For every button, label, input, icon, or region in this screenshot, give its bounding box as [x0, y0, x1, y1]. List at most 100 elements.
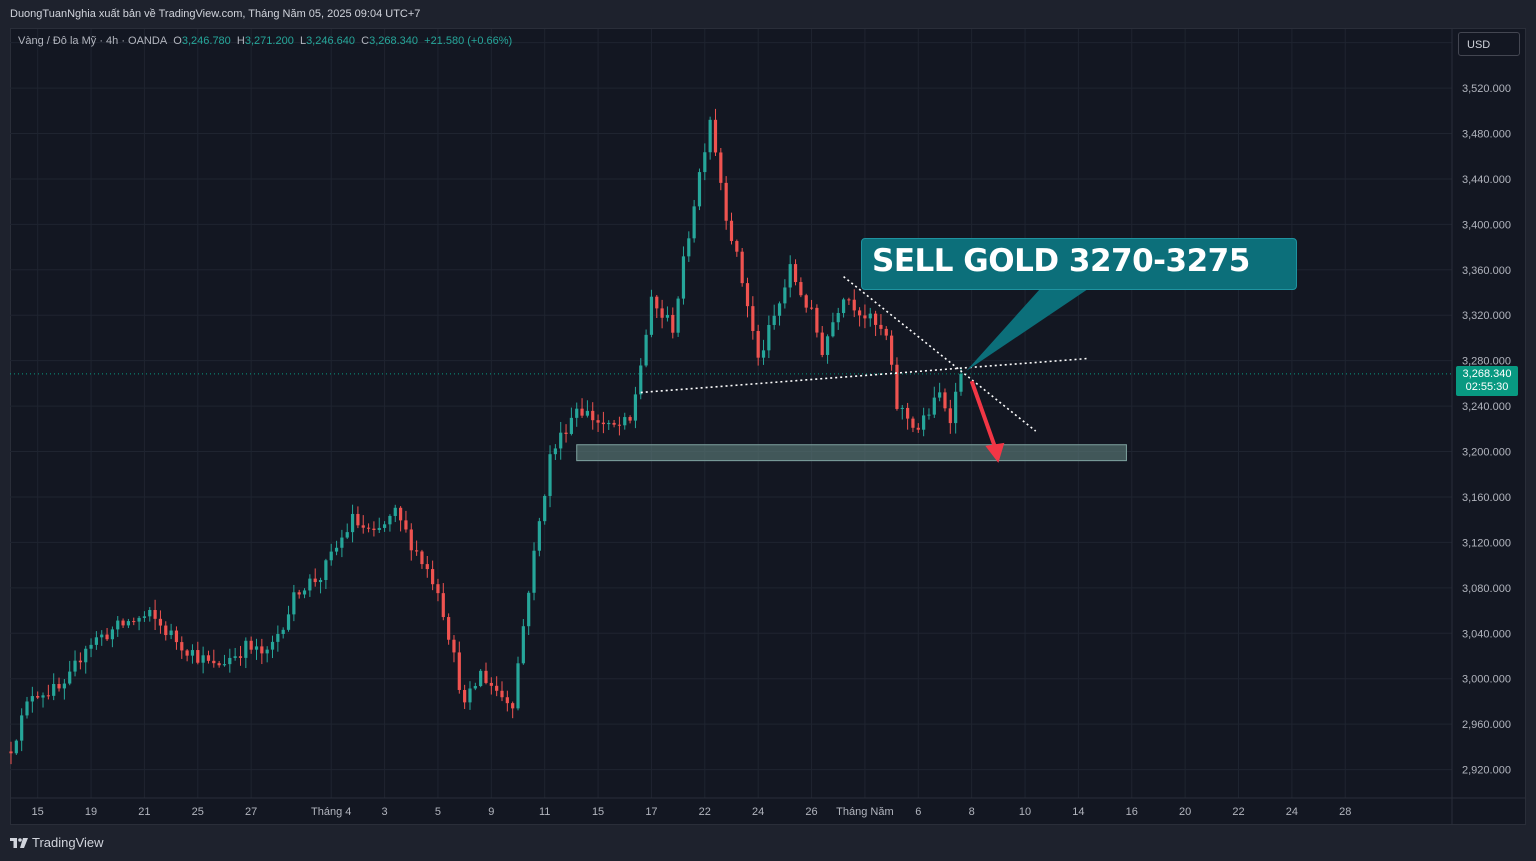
candle-body — [543, 495, 547, 522]
time-tick-label: 8 — [969, 806, 975, 818]
time-tick-label: 19 — [85, 806, 97, 818]
candle-body — [857, 310, 862, 316]
candle-body — [484, 670, 488, 683]
price-tick-label: 3,280.000 — [1462, 356, 1511, 368]
candle-body — [468, 688, 472, 703]
candle-body — [174, 630, 179, 643]
candle-body — [831, 322, 835, 337]
candle-body — [863, 315, 867, 319]
candle-body — [836, 313, 840, 323]
chart-pane[interactable] — [10, 28, 1526, 825]
candle-body — [713, 119, 718, 153]
candle-body — [943, 392, 947, 409]
candle-body — [820, 332, 824, 355]
candle-body — [73, 660, 77, 672]
candle-body — [361, 525, 365, 528]
tradingview-logo[interactable]: TradingView — [10, 835, 104, 850]
time-tick-label: 5 — [435, 806, 441, 818]
candle-body — [206, 655, 211, 661]
candle-body — [729, 220, 734, 242]
candle-body — [505, 697, 509, 704]
candle-body — [180, 642, 184, 651]
candle-body — [596, 420, 600, 423]
candle-body — [382, 524, 387, 528]
grid-lines — [10, 29, 1452, 798]
last-price-tag: 3,268.340 02:55:30 — [1456, 365, 1518, 396]
candle-body — [334, 547, 339, 552]
candle-body — [286, 614, 291, 630]
candle-body — [841, 299, 846, 314]
candle-body — [639, 365, 643, 395]
candle-body — [623, 417, 627, 426]
candle-body — [500, 690, 504, 698]
candle-body — [900, 407, 904, 409]
time-tick-label: 27 — [245, 806, 257, 818]
candle-body — [415, 550, 419, 552]
candle-body — [569, 417, 573, 434]
symbol-title: Vàng / Đô la Mỹ · 4h · OANDA — [18, 35, 168, 47]
candle-body — [873, 313, 878, 325]
candle-body — [78, 660, 82, 663]
candle-body — [46, 695, 50, 697]
candle-body — [655, 296, 659, 309]
candle-body — [393, 507, 397, 516]
candles-layer — [9, 108, 963, 765]
sell-callout[interactable]: SELL GOLD 3270-3275 — [861, 238, 1297, 290]
time-axis[interactable]: 15 19 21 25 27 Tháng 4 3 5 9 11 15 17 22 24 26 Tháng Nă… — [10, 797, 1526, 818]
candle-body — [922, 415, 926, 430]
candle-body — [676, 298, 680, 333]
candle-body — [222, 664, 227, 666]
candle-body — [452, 639, 456, 653]
candle-body — [793, 264, 798, 283]
candle-body — [377, 527, 381, 531]
candle-body — [585, 410, 589, 416]
candle-body — [238, 656, 243, 658]
candle-body — [447, 617, 451, 640]
candle-body — [868, 313, 872, 319]
candle-body — [489, 682, 493, 686]
time-tick-label: 25 — [192, 806, 204, 818]
price-tick-label: 3,160.000 — [1462, 492, 1511, 504]
price-tick-label: 3,040.000 — [1462, 628, 1511, 640]
tradingview-brand: TradingView — [32, 835, 104, 850]
time-tick-label: 22 — [699, 806, 711, 818]
price-tick-label: 3,000.000 — [1462, 674, 1511, 686]
candle-body — [804, 295, 808, 308]
candle-body — [233, 656, 237, 658]
change-value: +21.580 (+0.66%) — [424, 35, 513, 47]
candle-body — [110, 629, 115, 640]
candle-body — [164, 625, 168, 636]
sell-arrow-head — [985, 442, 1005, 463]
bar-countdown: 02:55:30 — [1465, 380, 1509, 393]
candle-body — [265, 649, 269, 654]
candle-body — [313, 578, 317, 583]
candle-body — [660, 308, 664, 318]
candle-body — [719, 152, 723, 183]
candle-body — [628, 417, 632, 421]
candle-body — [644, 334, 648, 366]
candle-body — [740, 251, 744, 284]
candle-body — [121, 620, 125, 626]
candle-body — [244, 640, 248, 658]
time-tick-label: 11 — [539, 806, 550, 818]
candle-body — [751, 306, 755, 331]
candle-body — [276, 633, 280, 642]
currency-button[interactable]: USD — [1458, 32, 1520, 56]
candle-body — [495, 685, 499, 691]
candle-body — [948, 408, 952, 424]
candle-body — [212, 660, 216, 664]
candle-body — [463, 689, 467, 703]
candle-body — [420, 551, 424, 565]
candle-body — [745, 283, 750, 307]
symbol-legend: Vàng / Đô la Mỹ · 4h · OANDA O3,246.780 … — [18, 35, 512, 47]
candle-body — [281, 629, 285, 634]
candle-body — [847, 299, 851, 301]
candle-body — [767, 324, 771, 351]
candle-body — [190, 650, 195, 656]
price-axis[interactable]: 2,920.000 2,960.000 3,000.000 3,040.000 3,08… — [1451, 29, 1511, 824]
candle-body — [932, 397, 936, 415]
open-label: O — [173, 35, 182, 47]
close-label: C — [361, 35, 370, 47]
candle-body — [895, 364, 899, 409]
